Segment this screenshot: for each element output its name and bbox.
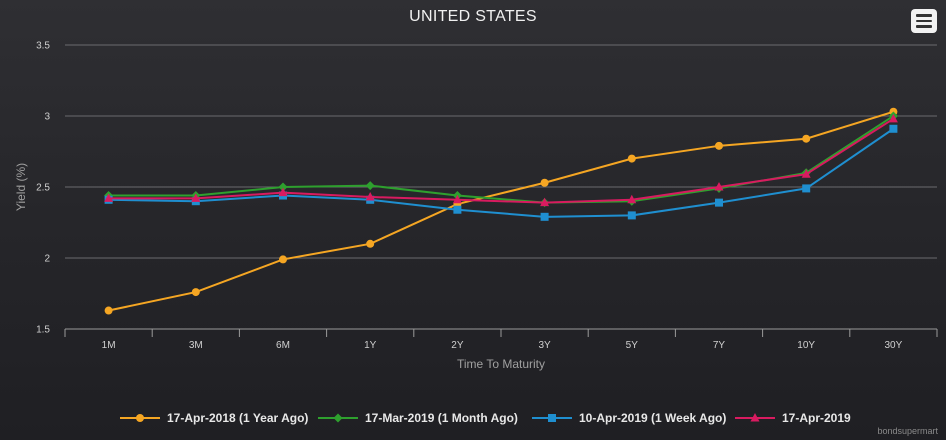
x-tick-label: 5Y: [626, 340, 639, 351]
series-3-point: [715, 198, 723, 207]
x-tick-label: 2Y: [451, 340, 464, 351]
series-1-point: [627, 154, 636, 163]
x-tick-label: 30Y: [885, 340, 903, 351]
series-3-point: [889, 124, 898, 133]
legend-marker: [750, 413, 760, 422]
series-1-point: [802, 134, 811, 143]
x-tick-label: 1M: [102, 340, 116, 351]
menu-bar: [916, 14, 932, 17]
y-tick-label: 1.5: [36, 325, 50, 336]
hamburger-menu-icon[interactable]: [911, 9, 937, 33]
x-tick-label: 10Y: [797, 340, 815, 351]
y-axis-title: Yield (%): [14, 163, 28, 211]
y-tick-label: 3: [44, 112, 50, 123]
menu-bar: [916, 25, 932, 28]
x-axis-title: Time To Maturity: [457, 357, 545, 371]
legend-marker: [548, 414, 556, 422]
legend-item-label[interactable]: 17-Apr-2019: [782, 411, 851, 425]
series-1-point: [191, 288, 200, 297]
series-4-point: [104, 193, 114, 202]
series-4-point: [627, 194, 637, 204]
series-4-point: [540, 197, 550, 207]
series-2-point: [278, 182, 288, 192]
series-3-point: [453, 205, 462, 214]
legend-item-label[interactable]: 17-Mar-2019 (1 Month Ago): [365, 411, 518, 425]
series-3-point: [540, 212, 549, 221]
legend-item-label[interactable]: 17-Apr-2018 (1 Year Ago): [167, 411, 308, 425]
series-4-point: [801, 169, 811, 178]
series-line-4: [108, 117, 894, 204]
series-4-point: [365, 191, 375, 201]
y-tick-label: 2: [44, 254, 50, 265]
series-1-point: [366, 239, 375, 248]
series-2-point: [365, 181, 375, 191]
x-tick-label: 3M: [189, 340, 203, 351]
series-3-point: [802, 184, 811, 193]
y-tick-label: 2.5: [36, 183, 50, 194]
x-tick-label: 1Y: [364, 340, 377, 351]
series-4-point: [278, 187, 288, 197]
x-tick-label: 3Y: [538, 340, 551, 351]
legend-marker: [333, 413, 343, 423]
series-4-point: [714, 182, 724, 191]
credit-label: bondsupermart: [877, 426, 938, 436]
series-line-2: [108, 115, 894, 204]
series-4-point: [888, 113, 898, 123]
series-4-point: [191, 193, 201, 202]
menu-bar: [916, 19, 932, 23]
series-1-point: [540, 178, 549, 187]
series-1-point: [279, 255, 287, 264]
series-line-3: [108, 127, 894, 218]
legend-marker: [136, 414, 144, 422]
series-3-point: [627, 211, 636, 220]
legend-item-label[interactable]: 10-Apr-2019 (1 Week Ago): [579, 411, 726, 425]
x-tick-label: 6M: [276, 340, 290, 351]
series-4-point: [452, 194, 462, 204]
series-1-point: [715, 141, 723, 150]
y-tick-label: 3.5: [36, 41, 50, 52]
chart-title: UNITED STATES: [409, 8, 537, 25]
series-line-1: [108, 110, 894, 312]
series-1-point: [104, 306, 113, 315]
x-tick-label: 7Y: [713, 340, 726, 351]
